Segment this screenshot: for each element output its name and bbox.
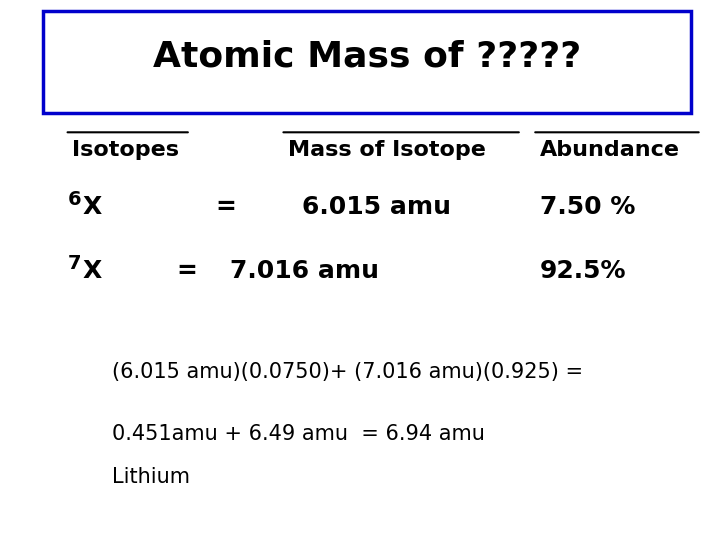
Text: Isotopes: Isotopes (72, 140, 179, 160)
Text: 6.015 amu: 6.015 amu (302, 195, 451, 219)
FancyBboxPatch shape (43, 11, 690, 113)
Text: 7.016 amu: 7.016 amu (230, 259, 379, 283)
Text: Lithium: Lithium (112, 467, 189, 487)
Text: Atomic Mass of ?????: Atomic Mass of ????? (153, 40, 581, 73)
Text: 7.50 %: 7.50 % (539, 195, 635, 219)
Text: =: = (216, 195, 237, 219)
Text: =: = (176, 259, 197, 283)
Text: Mass of Isotope: Mass of Isotope (288, 140, 486, 160)
Text: X: X (83, 195, 102, 219)
Text: Abundance: Abundance (539, 140, 680, 160)
Text: (6.015 amu)(0.0750)+ (7.016 amu)(0.925) =: (6.015 amu)(0.0750)+ (7.016 amu)(0.925) … (112, 362, 582, 382)
Text: 0.451amu + 6.49 amu  = 6.94 amu: 0.451amu + 6.49 amu = 6.94 amu (112, 424, 485, 444)
Text: 7: 7 (68, 254, 81, 273)
Text: X: X (83, 259, 102, 283)
Text: 6: 6 (68, 190, 81, 209)
Text: 92.5%: 92.5% (539, 259, 626, 283)
